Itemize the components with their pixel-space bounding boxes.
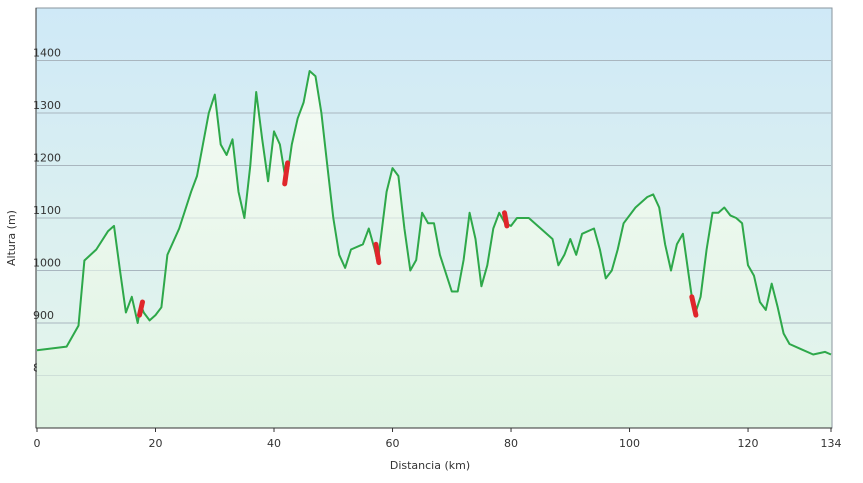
x-tick-label: 100 (619, 437, 640, 450)
y-tick-label: 1100 (33, 204, 61, 217)
steep-segment (502, 210, 510, 229)
x-tick-label: 60 (386, 437, 400, 450)
x-tick-label: 20 (149, 437, 163, 450)
area-fill (37, 71, 831, 428)
steep-segment (373, 241, 382, 266)
x-tick-label: 80 (504, 437, 518, 450)
y-tick-label: 1000 (33, 257, 61, 270)
x-tick-label: 134 (821, 437, 842, 450)
y-tick-label: 1200 (33, 152, 61, 165)
x-tick-label: 0 (34, 437, 41, 450)
y-tick-label: 1400 (33, 47, 61, 60)
steep-segment (282, 160, 291, 187)
y-tick-label: 1300 (33, 99, 61, 112)
x-tick-label: 40 (267, 437, 281, 450)
y-axis-label: Altura (m) (5, 210, 18, 266)
x-axis-label: Distancia (km) (390, 459, 470, 472)
steep-segment (689, 294, 699, 318)
y-tick-label: 900 (33, 309, 54, 322)
x-tick-label: 120 (738, 437, 759, 450)
steep-segment (137, 299, 145, 318)
